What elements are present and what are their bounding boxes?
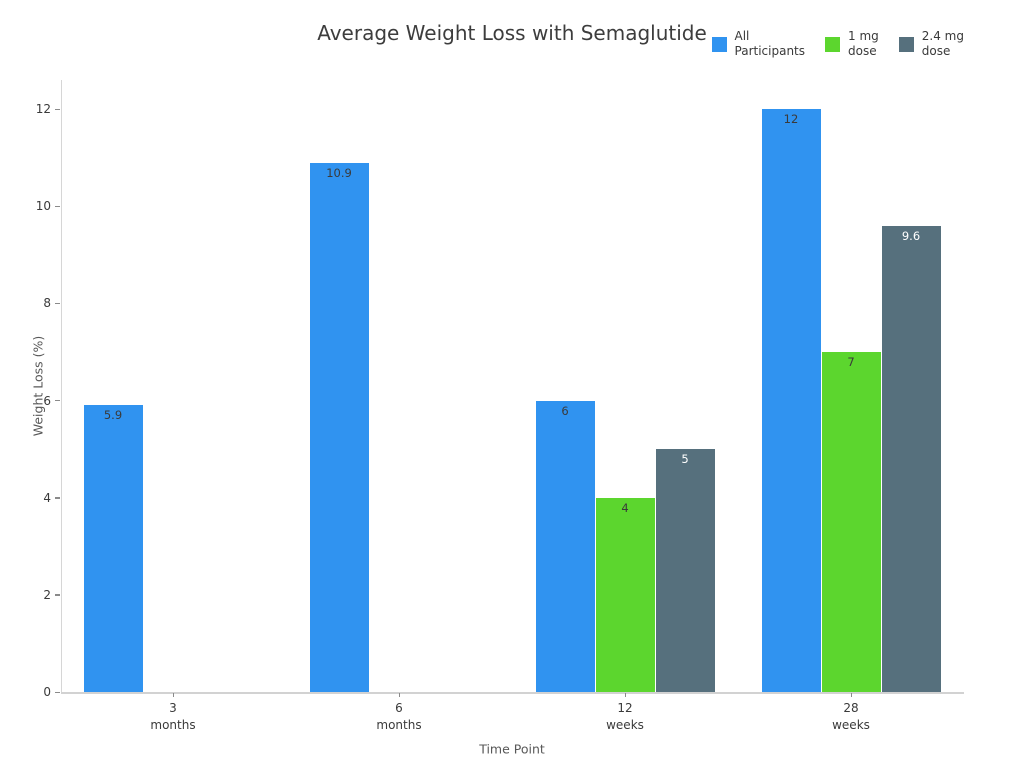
plot-area: 0 2 4 6 8 10 12 3 months 6 months 12 weeks 28 weeks 5.9… bbox=[36, 80, 964, 732]
legend-item: 1 mg dose bbox=[825, 29, 879, 59]
x-tick-label: 28 weeks bbox=[791, 700, 911, 734]
y-tick-mark bbox=[55, 400, 60, 402]
x-tick-label-line: 12 bbox=[617, 701, 633, 715]
legend-label-line: dose bbox=[848, 44, 877, 58]
y-tick-label: 6 bbox=[43, 393, 51, 408]
x-tick-label-line: 6 bbox=[395, 701, 403, 715]
y-tick-mark bbox=[55, 108, 60, 110]
legend-swatch-icon bbox=[711, 36, 727, 52]
bar: 12 bbox=[761, 109, 821, 692]
y-tick-mark bbox=[55, 691, 60, 693]
x-tick-label: 6 months bbox=[339, 700, 459, 734]
y-tick-label: 4 bbox=[43, 490, 51, 505]
y-tick-label: 8 bbox=[43, 296, 51, 311]
y-tick-label: 10 bbox=[35, 199, 51, 214]
bar-value-label: 12 bbox=[783, 112, 799, 127]
x-tick-label-line: months bbox=[376, 718, 422, 732]
legend-label-line: All bbox=[734, 29, 750, 43]
y-tick-mark bbox=[55, 205, 60, 208]
x-tick-mark bbox=[398, 693, 400, 697]
x-tick-label-line: 3 bbox=[169, 701, 177, 715]
legend-label-line: Participants bbox=[734, 44, 806, 58]
legend-label: All Participants bbox=[735, 29, 806, 59]
x-tick-mark bbox=[172, 693, 174, 697]
bar-value-label: 9.6 bbox=[901, 228, 921, 243]
y-tick-mark bbox=[55, 302, 60, 305]
x-tick-label-line: weeks bbox=[606, 718, 644, 732]
legend-label-line: dose bbox=[921, 44, 951, 58]
legend-swatch-icon bbox=[898, 36, 914, 52]
bar-value-label: 4 bbox=[621, 500, 629, 515]
y-tick-label: 12 bbox=[35, 102, 51, 117]
bar: 4 bbox=[595, 497, 655, 692]
legend-item: 2.4 mg dose bbox=[898, 29, 964, 59]
bar-value-label: 5 bbox=[681, 452, 689, 467]
bar-value-label: 10.9 bbox=[326, 165, 352, 180]
x-tick-mark bbox=[624, 693, 626, 697]
bar: 7 bbox=[821, 352, 881, 692]
legend: All Participants 1 mg dose 2.4 mg dose bbox=[711, 29, 964, 59]
bar-value-label: 5.9 bbox=[103, 408, 123, 423]
y-axis-spine bbox=[61, 80, 62, 693]
x-axis-spine bbox=[61, 692, 964, 694]
y-tick-label: 2 bbox=[43, 587, 51, 602]
chart-title: Average Weight Loss with Semaglutide bbox=[317, 21, 707, 45]
x-tick-label: 3 months bbox=[113, 700, 233, 734]
y-tick-mark bbox=[55, 594, 60, 596]
y-axis-title: Weight Loss (%) bbox=[30, 335, 46, 437]
bar: 9.6 bbox=[881, 225, 941, 692]
x-tick-mark bbox=[850, 693, 852, 697]
y-tick-label: 0 bbox=[43, 685, 51, 699]
legend-label: 1 mg dose bbox=[848, 29, 879, 59]
bar: 5 bbox=[655, 449, 715, 692]
bar-value-label: 6 bbox=[561, 403, 569, 418]
bar: 10.9 bbox=[309, 162, 369, 692]
x-axis-title: Time Point bbox=[479, 741, 545, 757]
x-tick-label: 12 weeks bbox=[565, 700, 685, 734]
bar-value-label: 7 bbox=[847, 355, 855, 369]
x-tick-label-line: months bbox=[150, 718, 196, 732]
bar: 6 bbox=[535, 400, 595, 692]
bar: 5.9 bbox=[83, 405, 143, 692]
legend-swatch-icon bbox=[825, 36, 841, 52]
y-tick-mark bbox=[55, 497, 60, 499]
legend-label: 2.4 mg dose bbox=[922, 29, 964, 59]
x-tick-label-line: 28 bbox=[843, 701, 859, 715]
x-tick-label-line: weeks bbox=[832, 718, 870, 732]
legend-label-line: 1 mg bbox=[848, 29, 879, 43]
legend-item: All Participants bbox=[711, 29, 806, 59]
legend-label-line: 2.4 mg bbox=[921, 29, 964, 43]
